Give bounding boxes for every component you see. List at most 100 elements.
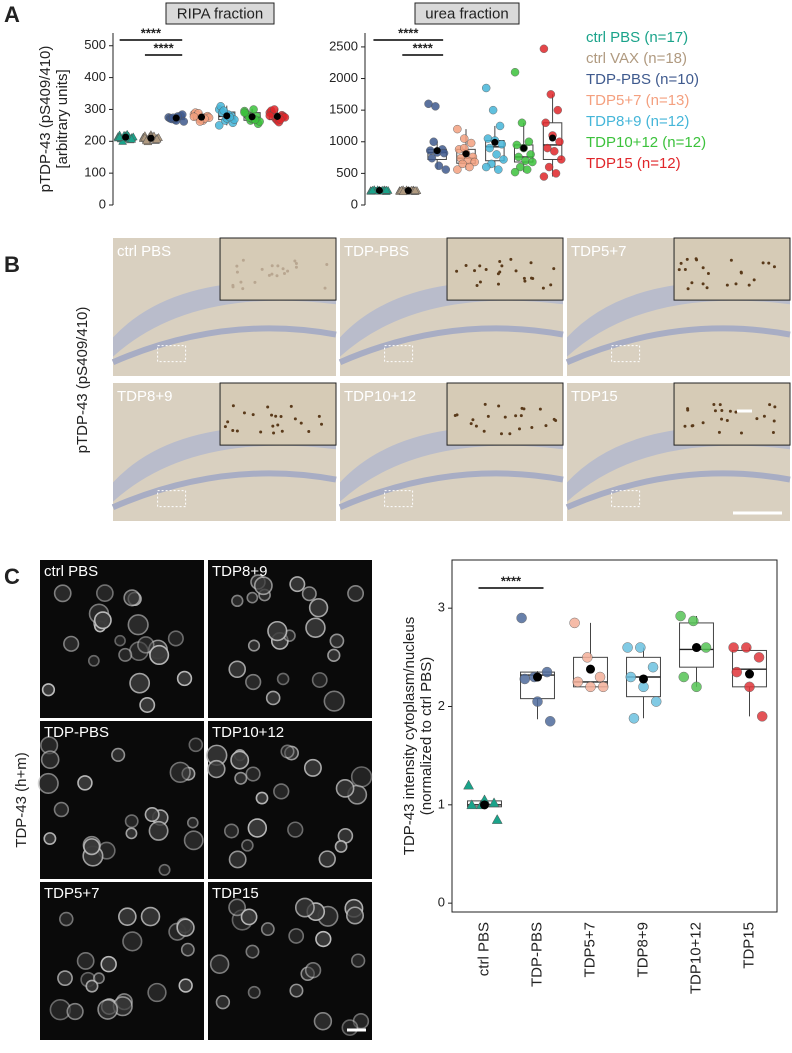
y-tick-label: 0 xyxy=(438,895,445,910)
tissue-band xyxy=(338,325,564,365)
data-point xyxy=(488,797,500,808)
stain-dot xyxy=(514,269,518,273)
data-point xyxy=(453,165,462,174)
cell xyxy=(66,1002,84,1021)
cell xyxy=(97,998,119,1020)
stain-dot xyxy=(266,405,270,409)
cell xyxy=(87,654,100,667)
cell xyxy=(230,750,250,770)
cell xyxy=(350,766,373,788)
data-point xyxy=(597,681,609,693)
cell xyxy=(118,907,137,927)
stain-dot xyxy=(747,283,751,287)
cell xyxy=(125,827,138,840)
image-label: TDP5+7 xyxy=(44,885,99,902)
stain-dot xyxy=(544,424,548,428)
cell xyxy=(207,759,226,779)
cell xyxy=(85,979,99,993)
cell xyxy=(43,832,57,846)
stain-dot xyxy=(475,284,479,288)
image-label: TDP10+12 xyxy=(212,724,284,741)
legend-entry: ctrl VAX (n=18) xyxy=(586,50,687,67)
cell xyxy=(280,744,295,759)
data-point xyxy=(553,105,563,115)
panel-b-ylabel: pTDP-43 (pS409/410) xyxy=(74,307,91,454)
cell xyxy=(265,690,281,706)
cell xyxy=(178,978,193,993)
stain-dot xyxy=(768,403,772,407)
panel-label: A xyxy=(4,2,20,27)
cell xyxy=(180,942,195,957)
data-point xyxy=(524,137,534,147)
stain-dot xyxy=(270,413,274,417)
data-point xyxy=(541,666,553,678)
data-point xyxy=(439,148,449,158)
data-point xyxy=(410,185,420,194)
y-tick-label: 500 xyxy=(336,165,358,180)
cell xyxy=(245,944,260,959)
stain-dot xyxy=(686,408,690,412)
data-point xyxy=(517,118,527,128)
cell xyxy=(77,775,93,791)
y-axis-label: (normalized to ctrl PBS) xyxy=(418,657,435,815)
data-point xyxy=(499,155,508,164)
stain-dot xyxy=(503,415,507,419)
mean-marker xyxy=(172,114,180,122)
legend-entry: TDP8+9 (n=12) xyxy=(586,113,689,130)
stain-dot xyxy=(694,257,698,261)
y-tick-label: 500 xyxy=(84,37,106,52)
stain-dot xyxy=(223,425,227,429)
stain-dot xyxy=(455,269,459,273)
stain-dot xyxy=(251,413,255,417)
stain-dot xyxy=(320,422,324,426)
stain-dot xyxy=(701,266,705,270)
image-label: ctrl PBS xyxy=(117,243,171,260)
stain-dot xyxy=(549,283,553,287)
cell xyxy=(186,816,199,829)
stain-dot xyxy=(293,417,297,421)
data-point xyxy=(551,169,561,178)
stain-dot xyxy=(231,285,235,289)
stain-dot xyxy=(267,273,271,277)
stain-dot xyxy=(734,410,738,414)
data-point xyxy=(528,157,537,167)
stain-dot xyxy=(514,414,518,418)
stain-dot xyxy=(771,430,775,434)
stain-dot xyxy=(509,257,513,261)
cell xyxy=(311,672,328,688)
stain-dot xyxy=(762,414,766,418)
image-label: TDP10+12 xyxy=(344,388,416,405)
cell xyxy=(323,690,345,712)
stain-dot xyxy=(720,408,724,412)
y-tick-label: 300 xyxy=(84,101,106,116)
y-tick-label: 0 xyxy=(99,196,106,211)
data-point xyxy=(465,162,474,172)
y-tick-label: 400 xyxy=(84,69,106,84)
cell xyxy=(329,633,345,649)
data-point xyxy=(628,713,640,724)
cell xyxy=(127,614,149,636)
stain-dot xyxy=(701,282,705,286)
data-point xyxy=(434,161,444,171)
cell xyxy=(37,772,59,794)
y-tick-label: 2500 xyxy=(329,38,358,53)
y-tick-label: 100 xyxy=(84,165,106,180)
cell xyxy=(83,838,101,856)
inset xyxy=(219,237,337,301)
tissue-band xyxy=(338,470,564,510)
stain-dot xyxy=(270,272,274,276)
y-tick-label: 2 xyxy=(438,698,445,713)
image-label: TDP15 xyxy=(571,388,618,405)
data-point xyxy=(481,162,491,172)
stain-dot xyxy=(498,270,502,274)
stain-dot xyxy=(761,261,765,265)
data-point xyxy=(625,671,637,683)
significance-label: **** xyxy=(398,25,419,40)
significance-label: **** xyxy=(153,40,174,55)
cell xyxy=(228,850,247,869)
cell xyxy=(215,994,231,1010)
cell xyxy=(228,660,246,679)
stain-dot xyxy=(469,422,473,426)
significance-label: **** xyxy=(501,573,522,588)
data-point xyxy=(481,83,491,93)
